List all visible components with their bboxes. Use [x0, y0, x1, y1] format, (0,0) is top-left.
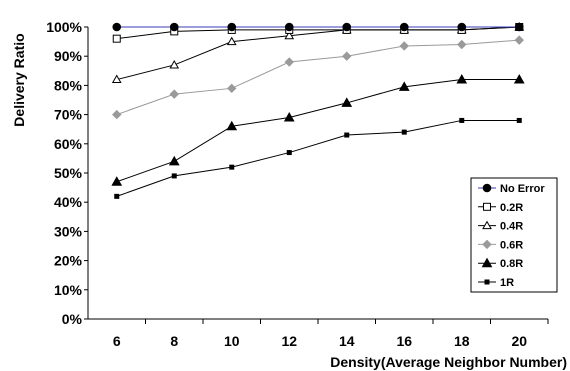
y-axis-label: Delivery Ratio [11, 33, 27, 126]
data-point-0-6r [342, 51, 352, 61]
x-tick-label: 10 [224, 333, 240, 349]
series-line-0-8r [116, 79, 520, 183]
legend-label-1r: 1R [500, 277, 514, 289]
legend-label-0-8r: 0.8R [500, 258, 523, 270]
data-point-no-error [284, 22, 294, 32]
legend-marker-0-2r [483, 202, 491, 211]
data-point-0-8r [111, 176, 123, 186]
legend-box [470, 177, 558, 293]
data-point-0-8r [513, 74, 525, 84]
legend-item-0-4r: 0.4R [478, 220, 523, 233]
x-tick-label: 8 [170, 333, 178, 349]
data-point-no-error [399, 22, 409, 32]
legend-marker-0-8r [481, 257, 493, 268]
data-point-0-6r [457, 39, 467, 50]
data-point-no-error [112, 22, 122, 32]
data-point-0-6r [399, 41, 409, 51]
series-0-6r [112, 35, 524, 120]
x-tick-label: 16 [396, 333, 412, 349]
x-tick-label: 18 [454, 333, 470, 349]
x-tick-label: 12 [281, 333, 297, 349]
legend-item-0-8r: 0.8R [478, 257, 523, 270]
data-point-0-4r [111, 74, 122, 84]
series-0-8r [111, 74, 525, 186]
legend-label-0-6r: 0.6R [500, 239, 523, 251]
data-point-1r [344, 132, 350, 138]
data-point-0-8r [456, 74, 468, 84]
legend-marker-0-4r [482, 220, 492, 230]
x-tick-label: 20 [511, 333, 527, 349]
legend-label-no-error: No Error [500, 183, 545, 195]
legend-label-0-4r: 0.4R [500, 221, 523, 233]
legend-marker-1r [484, 279, 490, 285]
y-tick-label: 30% [54, 223, 83, 239]
y-tick-label: 40% [54, 194, 83, 210]
y-tick-labels: 0% 10% 20% 30% 40% 50% 60% 70% 80% 90% 100% [46, 19, 88, 327]
legend-item-0-6r: 0.6R [478, 239, 523, 251]
y-tick-label: 10% [54, 282, 83, 298]
data-point-0-8r [168, 155, 180, 166]
x-axis-label: Density(Average Neighbor Number) [330, 354, 567, 370]
data-point-0-8r [398, 81, 410, 91]
data-point-no-error [457, 22, 467, 32]
data-point-0-8r [341, 97, 353, 107]
series-line-0-6r [116, 39, 520, 116]
data-point-0-6r [169, 89, 179, 99]
data-point-1r [171, 173, 177, 179]
legend-item-no-error: No Error [478, 183, 545, 195]
data-point-0-4r [169, 59, 180, 69]
data-point-0-6r [112, 109, 122, 120]
data-point-0-4r [226, 36, 237, 46]
legend: No Error 0.2R 0.4R 0.6R 0.8R 1R [470, 177, 558, 293]
y-tick-label: 50% [54, 165, 83, 181]
data-point-0-6r [284, 57, 294, 67]
y-tick-label: 60% [54, 136, 83, 152]
data-point-0-8r [226, 120, 238, 131]
legend-item-1r: 1R [478, 277, 514, 289]
data-point-1r [516, 117, 522, 123]
data-point-1r [229, 164, 235, 170]
y-tick-label: 70% [54, 107, 83, 123]
series-layer [111, 21, 525, 199]
data-point-no-error [514, 22, 524, 32]
x-tick-label: 14 [339, 333, 355, 349]
legend-label-0-2r: 0.2R [500, 202, 523, 214]
data-point-0-4r [284, 30, 295, 40]
y-tick-label: 80% [54, 77, 83, 93]
legend-marker-no-error [482, 183, 492, 193]
data-point-0-2r [112, 34, 121, 43]
series-line-0-2r [116, 26, 520, 40]
data-point-1r [401, 129, 407, 135]
data-point-1r [114, 193, 120, 199]
data-point-no-error [227, 22, 237, 32]
series-1r [114, 117, 522, 199]
data-point-0-8r [283, 112, 295, 122]
series-line-1r [116, 119, 520, 197]
data-point-1r [286, 150, 292, 156]
y-tick-label: 90% [54, 48, 83, 64]
x-tick-label: 6 [113, 333, 121, 349]
data-point-1r [459, 117, 465, 123]
legend-marker-0-6r [482, 239, 492, 250]
x-tick-labels: 6 8 10 12 14 16 18 20 [113, 319, 549, 349]
y-tick-label: 20% [54, 253, 83, 269]
legend-item-0-2r: 0.2R [478, 202, 523, 214]
y-tick-label: 0% [62, 311, 83, 327]
series-no-error [112, 22, 524, 32]
data-point-0-6r [514, 35, 524, 45]
y-tick-label: 100% [46, 19, 82, 35]
data-point-no-error [169, 22, 179, 32]
data-point-0-6r [227, 83, 237, 94]
data-point-no-error [342, 22, 352, 32]
